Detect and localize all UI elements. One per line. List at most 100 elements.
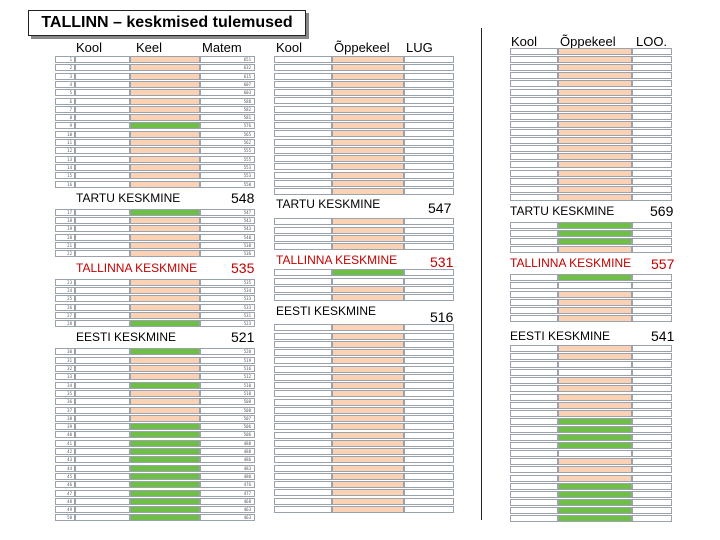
score-cell-2 [404,122,454,129]
table-row: 4 607 [0,80,260,88]
separator-value-tallinna-3: 557 [651,256,675,273]
school-cell-2 [274,431,332,439]
school-cell-2 [274,89,332,96]
table-row-2 [0,122,460,129]
table-row: 33 512 [0,373,260,381]
table-row-2 [0,188,460,195]
table-row: 37 508 [0,406,260,414]
school-cell-3 [510,361,558,369]
score-cell: 506 [200,431,255,439]
school-cell-2 [274,146,332,154]
score-cell: 603 [200,89,255,97]
separator-value-tallinna: 535 [231,259,255,276]
school-cell-2 [274,285,332,293]
language-cell-3 [558,169,632,177]
table-row: 16 550 [0,180,260,188]
score-cell: 534 [200,286,255,294]
school-cell [75,472,130,480]
score-cell: 550 [200,180,255,188]
school-cell-2 [274,497,332,505]
score-cell-3 [632,145,672,153]
school-cell-3 [510,88,558,96]
school-cell-2 [274,390,332,398]
table-row-2 [0,64,460,72]
table-row-3 [0,393,680,401]
table-row-3 [0,56,680,64]
score-cell-2 [404,456,454,464]
col-header-lug: LUG [406,40,433,55]
table-row-3 [0,120,680,128]
language-cell [130,208,200,216]
table-row: 26 533 [0,303,260,311]
language-cell [130,155,200,163]
col-header-oppekeel-3: Õppekeel [560,34,616,49]
language-cell [130,414,200,422]
score-cell-3 [632,417,672,425]
score-cell-3 [632,482,672,490]
school-cell [75,439,130,447]
table-row: 8 581 [0,114,260,122]
separator-value-eesti-3: 541 [651,327,675,344]
school-cell [75,217,130,225]
language-cell-3 [558,434,632,441]
score-cell: 553 [200,163,255,171]
score-cell-2 [404,171,454,179]
score-cell: 543 [200,225,255,233]
table-row-3 [0,458,680,466]
school-cell [75,233,130,241]
score-cell-3 [632,298,672,306]
score-cell: 555 [200,155,255,163]
language-cell [130,114,200,122]
score-cell-2 [404,218,454,226]
table-row-2 [0,163,460,171]
language-cell [130,464,200,472]
score-cell-2 [404,56,454,63]
score-cell-3 [632,344,672,352]
school-cell-2 [274,226,332,234]
language-cell-3 [558,120,632,128]
language-cell-2 [332,285,404,293]
school-cell [75,320,130,328]
school-cell-2 [274,349,332,356]
school-cell-3 [510,185,558,193]
school-cell-3 [510,385,558,393]
school-cell-2 [274,294,332,301]
language-cell-2 [332,497,404,505]
score-cell-2 [404,464,454,472]
table-row: 31 519 [0,356,260,364]
rank-cell: 32 [55,365,75,372]
table-row-2 [0,324,460,332]
language-cell-3 [558,112,632,120]
school-cell [75,80,130,88]
table-row: 39 506 [0,423,260,431]
table-row: 5 603 [0,89,260,97]
score-cell: 615 [200,72,255,80]
score-cell-3 [632,161,672,169]
table-row: 40 506 [0,431,260,439]
table-row-3 [0,282,680,290]
table-row-3 [0,401,680,409]
school-cell-2 [274,163,332,171]
school-cell-2 [274,218,332,226]
score-cell-3 [632,361,672,369]
table-row-3 [0,145,680,153]
table-row: 6 588 [0,97,260,105]
table-row: 19 543 [0,225,260,233]
school-cell-2 [274,340,332,348]
school-cell-2 [274,357,332,365]
school-cell [75,489,130,497]
language-cell-3 [558,274,632,282]
rank-cell: 3 [55,72,75,80]
page-title: TALLINN – keskmised tulemused [28,10,306,36]
score-cell-3 [632,434,672,441]
rank-cell: 42 [55,448,75,455]
school-cell-3 [510,515,558,522]
table-row: 11 562 [0,139,260,146]
table-row-3 [0,434,680,441]
language-cell [130,180,200,188]
school-cell-2 [274,505,332,513]
language-cell [130,423,200,431]
score-cell-2 [404,332,454,340]
table-row-3 [0,306,680,314]
table-row-2 [0,398,460,406]
